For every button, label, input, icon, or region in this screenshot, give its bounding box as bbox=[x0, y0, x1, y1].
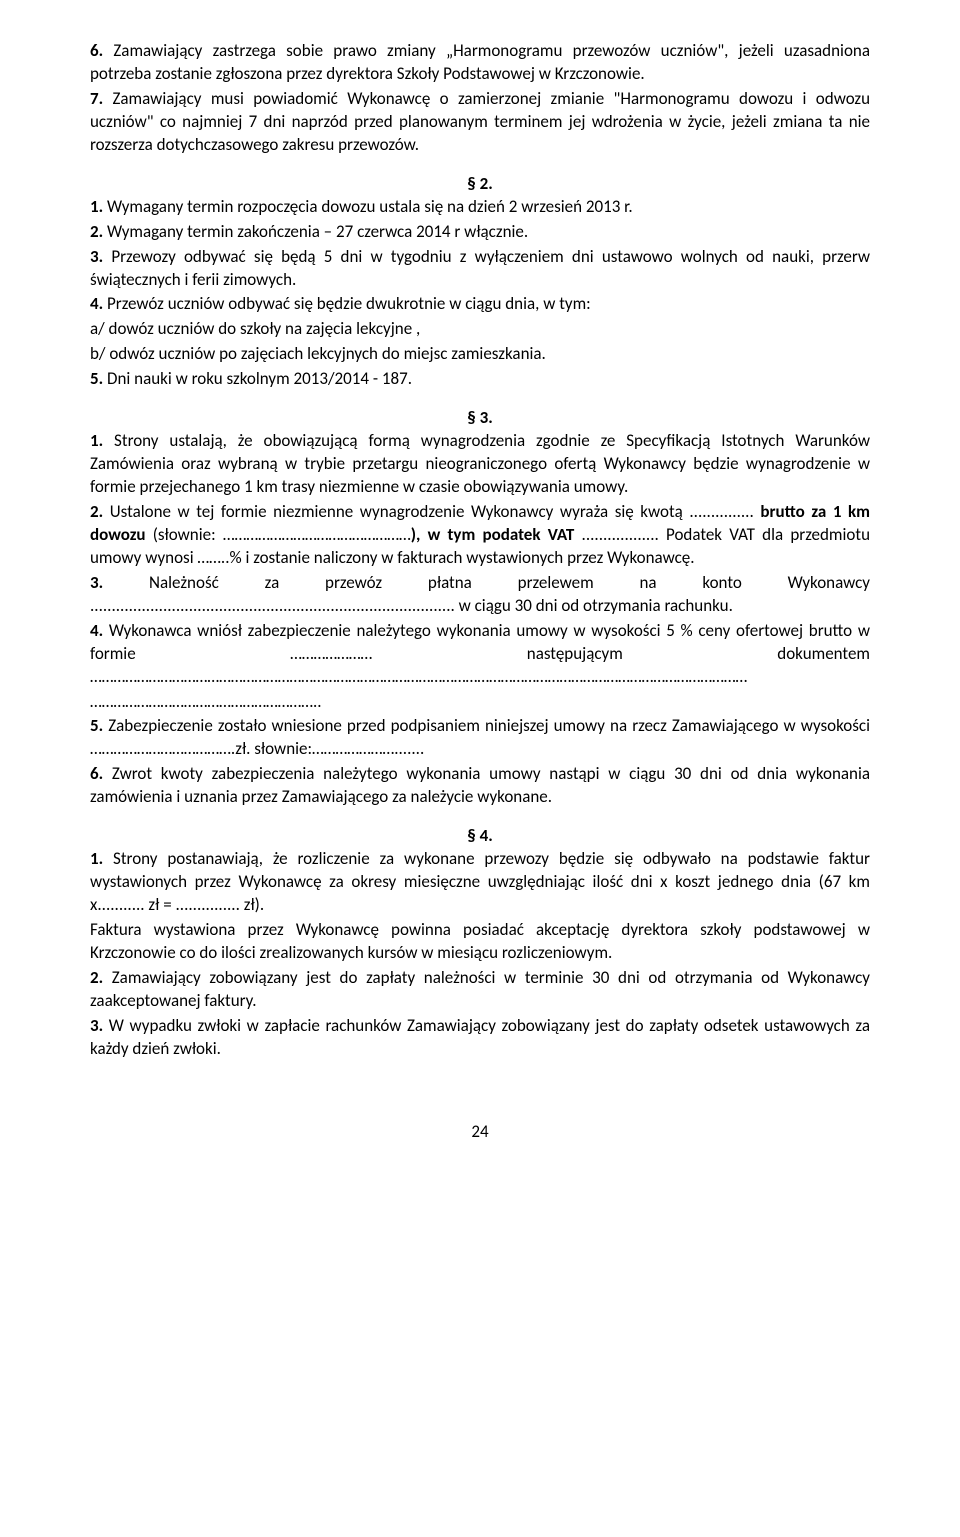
num-s4-3: 3. bbox=[90, 1015, 103, 1036]
text-s2-3: Przewozy odbywać się będą 5 dni w tygodn… bbox=[90, 246, 870, 290]
num-s3-3: 3. bbox=[90, 572, 103, 593]
text-7: Zamawiający musi powiadomić Wykonawcę o … bbox=[90, 88, 870, 155]
para-s2-4b: b/ odwóz uczniów po zajęciach lekcyjnych… bbox=[90, 343, 870, 366]
num-s3-5: 5. bbox=[90, 715, 103, 736]
para-s4-1: 1. Strony postanawiają, że rozliczenie z… bbox=[90, 848, 870, 917]
dots-s4-1b: ............... bbox=[176, 894, 240, 915]
text-s3-4a: Wykonawca wniósł zabezpieczenie należyte… bbox=[90, 620, 870, 687]
text-6: Zamawiający zastrzega sobie prawo zmiany… bbox=[90, 40, 870, 84]
dots-s3-2c: .................. bbox=[582, 524, 659, 545]
dots-s3-3a: ........................................… bbox=[90, 595, 455, 616]
num-s3-1: 1. bbox=[90, 430, 103, 451]
para-s3-5: 5. Zabezpieczenie zostało wniesione prze… bbox=[90, 715, 870, 761]
section-2-heading: § 2. bbox=[90, 173, 870, 194]
text-s3-6: Zwrot kwoty zabezpieczenia należytego wy… bbox=[90, 763, 870, 807]
dots-s3-2a: ............... bbox=[689, 501, 753, 522]
num-s3-6: 6. bbox=[90, 763, 103, 784]
num-s3-4: 4. bbox=[90, 620, 103, 641]
para-s3-4: 4. Wykonawca wniósł zabezpieczenie należ… bbox=[90, 620, 870, 689]
text-s2-4: Przewóz uczniów odbywać się będzie dwukr… bbox=[103, 293, 591, 314]
text-s3-2b: (słownie: ………………………………………… bbox=[146, 524, 411, 545]
text-s2-5: Dni nauki w roku szkolnym 2013/2014 - 18… bbox=[103, 368, 412, 389]
para-s2-3: 3. Przewozy odbywać się będą 5 dni w tyg… bbox=[90, 246, 870, 292]
text-s4-3: W wypadku zwłoki w zapłacie rachunków Za… bbox=[90, 1015, 870, 1059]
num-s3-2: 2. bbox=[90, 501, 103, 522]
num-s4-2: 2. bbox=[90, 967, 103, 988]
para-s2-1: 1. Wymagany termin rozpoczęcia dowozu us… bbox=[90, 196, 870, 219]
para-s3-6: 6. Zwrot kwoty zabezpieczenia należytego… bbox=[90, 763, 870, 809]
text-s4-2: Zamawiający zobowiązany jest do zapłaty … bbox=[90, 967, 870, 1011]
para-s3-4-line2: ………………………………………………….. bbox=[90, 691, 870, 714]
text-s3-3b: w ciągu 30 dni od otrzymania rachunku. bbox=[455, 595, 733, 616]
num-s2-5: 5. bbox=[90, 368, 103, 389]
text-s3-2a: Ustalone w tej formie niezmienne wynagro… bbox=[103, 501, 689, 522]
text-s4-1b: zł = bbox=[145, 894, 176, 915]
num-s2-4: 4. bbox=[90, 293, 103, 314]
para-s3-1: 1. Strony ustalają, że obowiązującą form… bbox=[90, 430, 870, 499]
dots-s4-1a: ........... bbox=[97, 894, 144, 915]
text-s3-3a: Należność za przewóz płatna przelewem na… bbox=[103, 572, 870, 593]
para-s2-2: 2. Wymagany termin zakończenia – 27 czer… bbox=[90, 221, 870, 244]
para-s2-4a: a/ dowóz uczniów do szkoły na zajęcia le… bbox=[90, 318, 870, 341]
num-s2-3: 3. bbox=[90, 246, 103, 267]
para-s4-1b: Faktura wystawiona przez Wykonawcę powin… bbox=[90, 919, 870, 965]
text-s2-1: Wymagany termin rozpoczęcia dowozu ustal… bbox=[103, 196, 633, 217]
section-4-heading: § 4. bbox=[90, 825, 870, 846]
para-s2-4: 4. Przewóz uczniów odbywać się będzie dw… bbox=[90, 293, 870, 316]
num-7: 7. bbox=[90, 88, 103, 109]
para-s2-5: 5. Dni nauki w roku szkolnym 2013/2014 -… bbox=[90, 368, 870, 391]
text-s2-2: Wymagany termin zakończenia – 27 czerwca… bbox=[103, 221, 528, 242]
num-s2-2: 2. bbox=[90, 221, 103, 242]
text-s4-1c: zł). bbox=[240, 894, 264, 915]
num-s2-1: 1. bbox=[90, 196, 103, 217]
bold-s3-2c: ), w tym podatek VAT bbox=[411, 524, 582, 545]
page-number: 24 bbox=[90, 1121, 870, 1142]
text-s3-1: Strony ustalają, że obowiązującą formą w… bbox=[90, 430, 870, 497]
para-s3-2: 2. Ustalone w tej formie niezmienne wyna… bbox=[90, 501, 870, 570]
para-s3-3: 3. Należność za przewóz płatna przelewem… bbox=[90, 572, 870, 618]
document-page: 6. Zamawiający zastrzega sobie prawo zmi… bbox=[0, 0, 960, 1537]
para-6: 6. Zamawiający zastrzega sobie prawo zmi… bbox=[90, 40, 870, 86]
num-s4-1: 1. bbox=[90, 848, 103, 869]
para-s4-3: 3. W wypadku zwłoki w zapłacie rachunków… bbox=[90, 1015, 870, 1061]
num-6: 6. bbox=[90, 40, 103, 61]
para-7: 7. Zamawiający musi powiadomić Wykonawcę… bbox=[90, 88, 870, 157]
text-s3-5: Zabezpieczenie zostało wniesione przed p… bbox=[90, 715, 870, 759]
para-s4-2: 2. Zamawiający zobowiązany jest do zapła… bbox=[90, 967, 870, 1013]
section-3-heading: § 3. bbox=[90, 407, 870, 428]
